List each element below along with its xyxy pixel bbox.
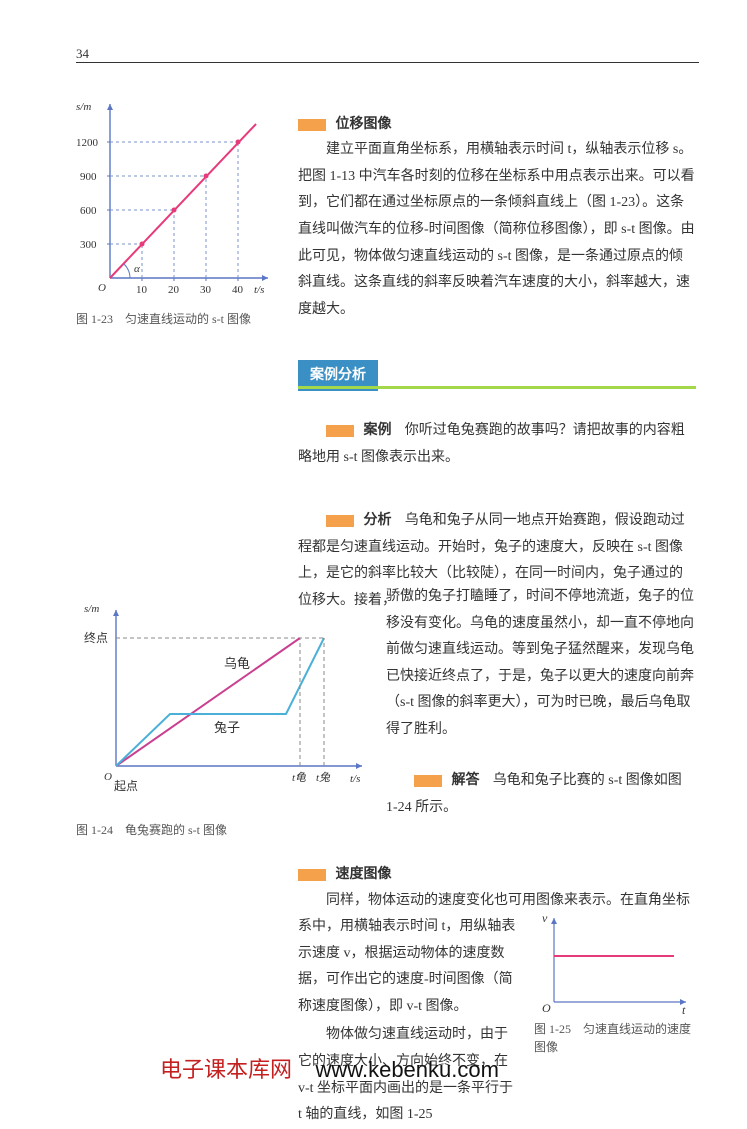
section1-body: 建立平面直角坐标系，用横轴表示时间 t，纵轴表示位移 s。把图 1-13 中汽车… <box>298 137 696 323</box>
tortoise-label: 乌龟 <box>224 656 250 671</box>
watermark-red: 电子课本库网 <box>160 1057 292 1082</box>
velocity-p2: 系中，用横轴表示时间 t，用纵轴表示速度 v，根据运动物体的速度数据，可作出它的… <box>298 914 520 1020</box>
t-tortoise: t龟 <box>292 771 306 784</box>
chart-3-vt-graph: v t O <box>534 908 694 1018</box>
cyan-underline <box>298 386 696 389</box>
case-answer: 解答 乌龟和兔子比赛的 s-t 图像如图 1-24 所示。 <box>386 768 696 821</box>
lead-answer: 解答 <box>452 773 480 788</box>
watermark-black: www.kebenku.com <box>316 1057 499 1082</box>
orange-tag-icon <box>414 775 442 787</box>
x-origin-label: 起点 <box>114 779 138 793</box>
orange-tag-icon <box>326 515 354 527</box>
top-rule <box>76 62 699 63</box>
t-rabbit: t兔 <box>316 771 331 784</box>
xtick-10: 10 <box>136 284 148 296</box>
svg-text:O: O <box>98 282 106 294</box>
chart-2-caption: 图 1-24 龟兔赛跑的 s-t 图像 <box>76 820 227 842</box>
y-top-label: 终点 <box>84 630 108 645</box>
case-example: 案例 你听过龟兔赛跑的故事吗？请把故事的内容粗略地用 s-t 图像表示出来。 <box>298 418 696 471</box>
orange-tag-icon <box>298 869 326 881</box>
chart-1-st-graph: 300 600 900 1200 10 20 30 40 α s/m t/s O <box>76 96 274 306</box>
chart-3-caption: 图 1-25 匀速直线运动的速度图像 <box>534 1020 702 1056</box>
xlabel-t: t <box>682 1003 686 1017</box>
ytick-1200: 1200 <box>76 137 99 149</box>
chart-2-tortoise-hare: s/m t/s O 终点 起点 t龟 t兔 乌龟 兔子 <box>76 596 374 796</box>
chart-1-caption: 图 1-23 匀速直线运动的 s-t 图像 <box>76 310 276 328</box>
analysis-body-b: 骄傲的兔子打瞌睡了，时间不停地流逝，兔子的位移没有变化。乌龟的速度虽然小，却一直… <box>386 584 696 744</box>
ylabel: s/m <box>84 603 99 615</box>
velocity-left-column: 系中，用横轴表示时间 t，用纵轴表示速度 v，根据运动物体的速度数据，可作出它的… <box>298 914 520 1129</box>
section-velocity-graph-head: 速度图像 <box>298 862 392 887</box>
ytick-300: 300 <box>80 239 97 251</box>
analysis-continued: 骄傲的兔子打瞌睡了，时间不停地流逝，兔子的位移没有变化。乌龟的速度虽然小，却一直… <box>386 584 696 744</box>
orange-tag-icon <box>298 119 326 131</box>
section-displacement-graph: 位移图像 建立平面直角坐标系，用横轴表示时间 t，纵轴表示位移 s。把图 1-1… <box>298 112 696 323</box>
ylabel: s/m <box>76 101 91 113</box>
xlabel: t/s <box>254 284 264 296</box>
xtick-40: 40 <box>232 284 244 296</box>
orange-tag-icon <box>326 425 354 437</box>
xtick-20: 20 <box>168 284 180 296</box>
ylabel-v: v <box>542 911 548 925</box>
lead-case: 案例 <box>364 423 392 438</box>
heading-row: 位移图像 <box>298 112 696 137</box>
origin-o: O <box>542 1001 551 1015</box>
lead-analysis: 分析 <box>364 513 392 528</box>
case-body: 你听过龟兔赛跑的故事吗？请把故事的内容粗略地用 s-t 图像表示出来。 <box>298 423 685 465</box>
heading-text: 位移图像 <box>336 117 392 132</box>
heading-velocity: 速度图像 <box>336 867 392 882</box>
rabbit-label: 兔子 <box>214 720 240 735</box>
ytick-900: 900 <box>80 171 97 183</box>
xtick-30: 30 <box>200 284 212 296</box>
ytick-600: 600 <box>80 205 97 217</box>
angle-alpha: α <box>134 263 140 275</box>
xlabel: t/s <box>350 773 360 785</box>
svg-text:O: O <box>104 771 112 783</box>
case-title-text: 案例分析 <box>310 368 366 383</box>
